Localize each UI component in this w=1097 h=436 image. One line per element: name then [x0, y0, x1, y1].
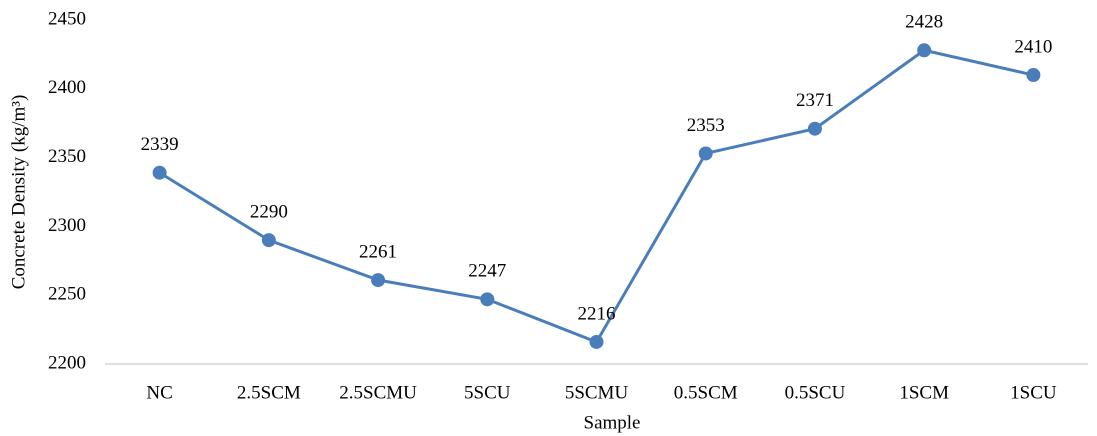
y-tick-label: 2200 — [48, 352, 86, 373]
data-label: 2290 — [250, 202, 288, 223]
data-point — [698, 146, 713, 161]
data-label: 2410 — [1014, 36, 1052, 57]
data-point — [480, 292, 495, 307]
y-tick-label: 2450 — [48, 8, 86, 29]
data-label: 2261 — [359, 241, 397, 262]
y-axis-title: Concrete Density (kg/m³) — [8, 95, 29, 290]
data-point — [1026, 68, 1041, 83]
data-label: 2353 — [687, 115, 725, 136]
data-point — [917, 43, 932, 58]
data-label: 2247 — [468, 261, 506, 282]
x-tick-label: 1SCU — [1010, 382, 1057, 403]
y-tick-label: 2250 — [48, 284, 86, 305]
x-tick-label: 5SCMU — [565, 382, 629, 403]
x-tick-label: NC — [146, 382, 172, 403]
data-label: 2371 — [796, 90, 834, 111]
data-point — [152, 165, 167, 180]
x-tick-label: 0.5SCM — [674, 382, 738, 403]
data-point — [807, 121, 822, 136]
data-point — [371, 273, 386, 288]
x-tick-label: 2.5SCM — [237, 382, 301, 403]
x-tick-label: 0.5SCU — [785, 382, 846, 403]
x-axis-title: Sample — [584, 412, 641, 433]
data-label: 2339 — [141, 134, 179, 155]
data-label: 2216 — [578, 303, 616, 324]
data-point — [261, 233, 276, 248]
data-label: 2428 — [905, 12, 943, 33]
data-line — [158, 48, 1034, 344]
y-tick-label: 2400 — [48, 77, 86, 98]
x-tick-label: 5SCU — [464, 382, 511, 403]
y-tick-label: 2300 — [48, 215, 86, 236]
y-tick-label: 2350 — [48, 146, 86, 167]
data-point — [589, 334, 604, 349]
x-tick-label: 1SCM — [899, 382, 949, 403]
x-tick-label: 2.5SCMU — [339, 382, 417, 403]
